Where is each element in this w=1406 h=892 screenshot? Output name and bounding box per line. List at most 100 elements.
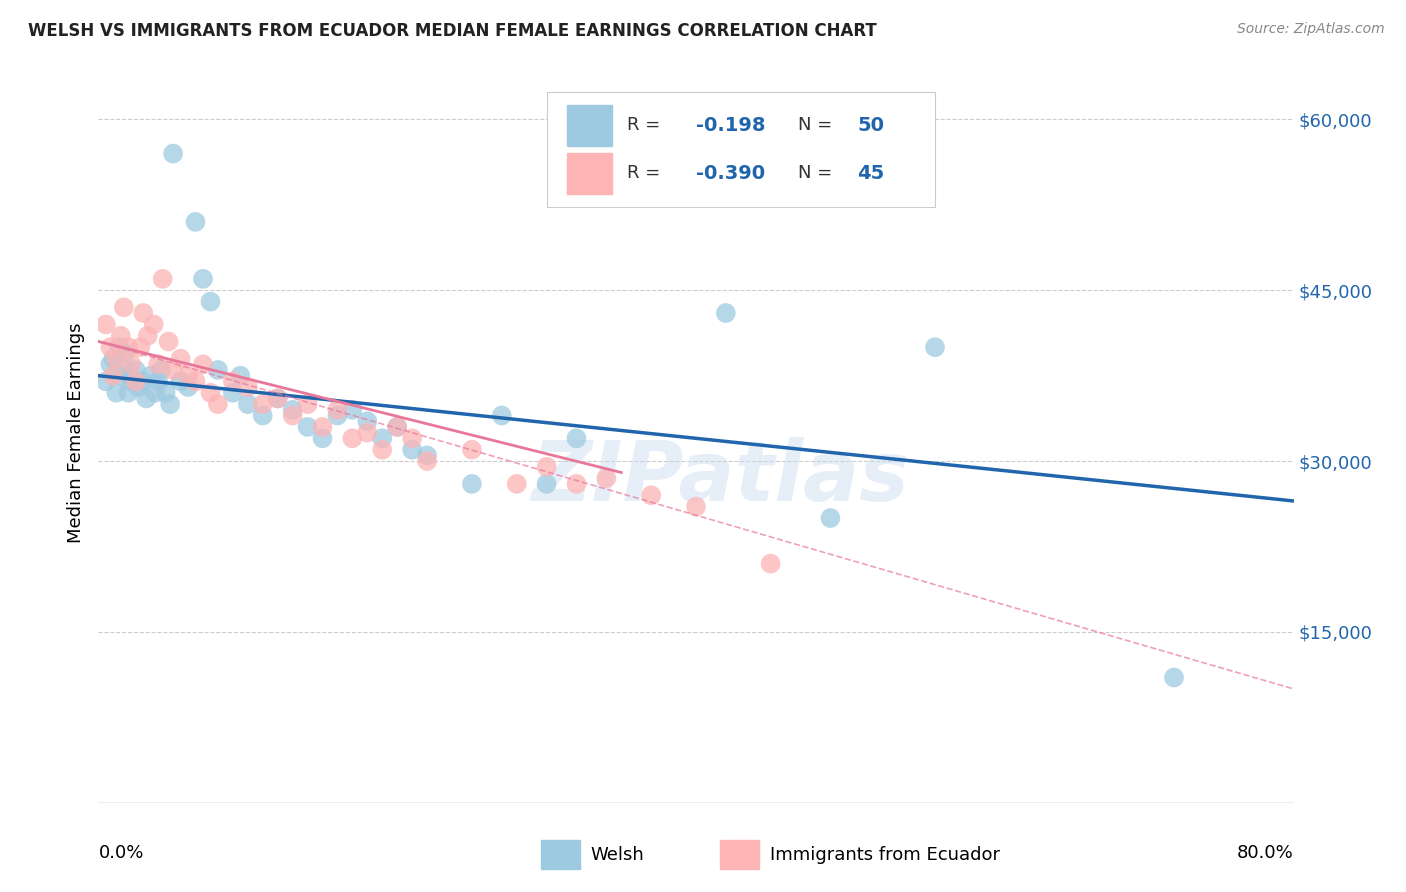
Point (311, 420, 333, 434)
Text: 45: 45 (858, 164, 884, 183)
Point (103, 351, 125, 366)
Point (142, 318, 165, 332)
Point (207, 397, 229, 411)
Point (236, 397, 259, 411)
Point (112, 363, 135, 377)
Point (281, 409, 304, 423)
Point (105, 385, 128, 400)
Point (820, 511, 842, 525)
Point (281, 402, 304, 417)
Point (169, 351, 191, 366)
Text: N =: N = (797, 116, 838, 135)
Point (595, 471, 617, 485)
Point (135, 392, 157, 406)
Text: WELSH VS IMMIGRANTS FROM ECUADOR MEDIAN FEMALE EARNINGS CORRELATION CHART: WELSH VS IMMIGRANTS FROM ECUADOR MEDIAN … (28, 22, 877, 40)
Point (342, 402, 364, 417)
Point (759, 557, 782, 571)
Point (148, 357, 170, 371)
Point (148, 375, 170, 389)
Point (108, 340, 131, 354)
Point (1163, 671, 1185, 685)
Point (222, 385, 245, 400)
Point (924, 340, 946, 354)
Point (94, 318, 117, 332)
Text: -0.198: -0.198 (696, 116, 765, 135)
Point (110, 368, 132, 383)
Point (94, 375, 117, 389)
Bar (720, 840, 759, 870)
Point (416, 449, 439, 463)
Text: -0.390: -0.390 (696, 164, 765, 183)
Bar (541, 840, 581, 870)
Point (536, 476, 558, 491)
Point (297, 420, 319, 434)
Point (112, 301, 135, 315)
Text: R =: R = (627, 116, 665, 135)
FancyBboxPatch shape (547, 92, 935, 207)
Point (105, 351, 128, 366)
Point (506, 476, 529, 491)
Point (207, 363, 229, 377)
Point (236, 380, 259, 394)
Point (136, 328, 159, 343)
Point (114, 346, 136, 360)
Point (191, 272, 214, 286)
Point (120, 375, 142, 389)
Point (222, 375, 245, 389)
Text: Source: ZipAtlas.com: Source: ZipAtlas.com (1237, 22, 1385, 37)
Point (311, 431, 333, 445)
Point (129, 340, 152, 354)
Point (132, 375, 155, 389)
Point (120, 357, 142, 371)
Text: Immigrants from Ecuador: Immigrants from Ecuador (770, 846, 1000, 863)
Text: 0.0%: 0.0% (98, 844, 143, 862)
Point (297, 397, 319, 411)
Point (177, 380, 200, 394)
Point (143, 385, 166, 400)
Point (326, 402, 349, 417)
Point (461, 442, 484, 457)
Text: N =: N = (797, 164, 838, 183)
Point (103, 368, 125, 383)
Point (229, 368, 252, 383)
Point (252, 409, 274, 423)
Text: 80.0%: 80.0% (1237, 844, 1294, 862)
Text: R =: R = (627, 164, 665, 183)
Y-axis label: Median Female Earnings: Median Female Earnings (66, 322, 84, 543)
Point (714, 306, 737, 320)
Point (157, 334, 180, 349)
Point (491, 409, 513, 423)
Point (128, 380, 150, 394)
Point (162, 146, 184, 161)
Point (416, 454, 439, 468)
Point (385, 420, 409, 434)
Point (326, 409, 349, 423)
Point (401, 431, 423, 445)
Point (152, 272, 174, 286)
Point (685, 500, 707, 514)
Point (252, 397, 274, 411)
Point (565, 476, 588, 491)
Point (356, 425, 378, 440)
Bar (567, 153, 613, 194)
Point (640, 488, 662, 502)
Point (98, 357, 122, 371)
Point (125, 375, 148, 389)
Point (169, 375, 191, 389)
Point (125, 363, 148, 377)
Point (371, 431, 394, 445)
Point (371, 442, 394, 457)
Point (110, 328, 132, 343)
Point (401, 442, 423, 457)
Point (267, 392, 290, 406)
Point (342, 431, 364, 445)
Point (139, 368, 162, 383)
Point (461, 476, 484, 491)
Point (155, 385, 177, 400)
Point (117, 385, 139, 400)
Point (150, 363, 173, 377)
Bar (567, 105, 613, 145)
Point (536, 459, 558, 474)
Point (177, 368, 200, 383)
Point (385, 420, 409, 434)
